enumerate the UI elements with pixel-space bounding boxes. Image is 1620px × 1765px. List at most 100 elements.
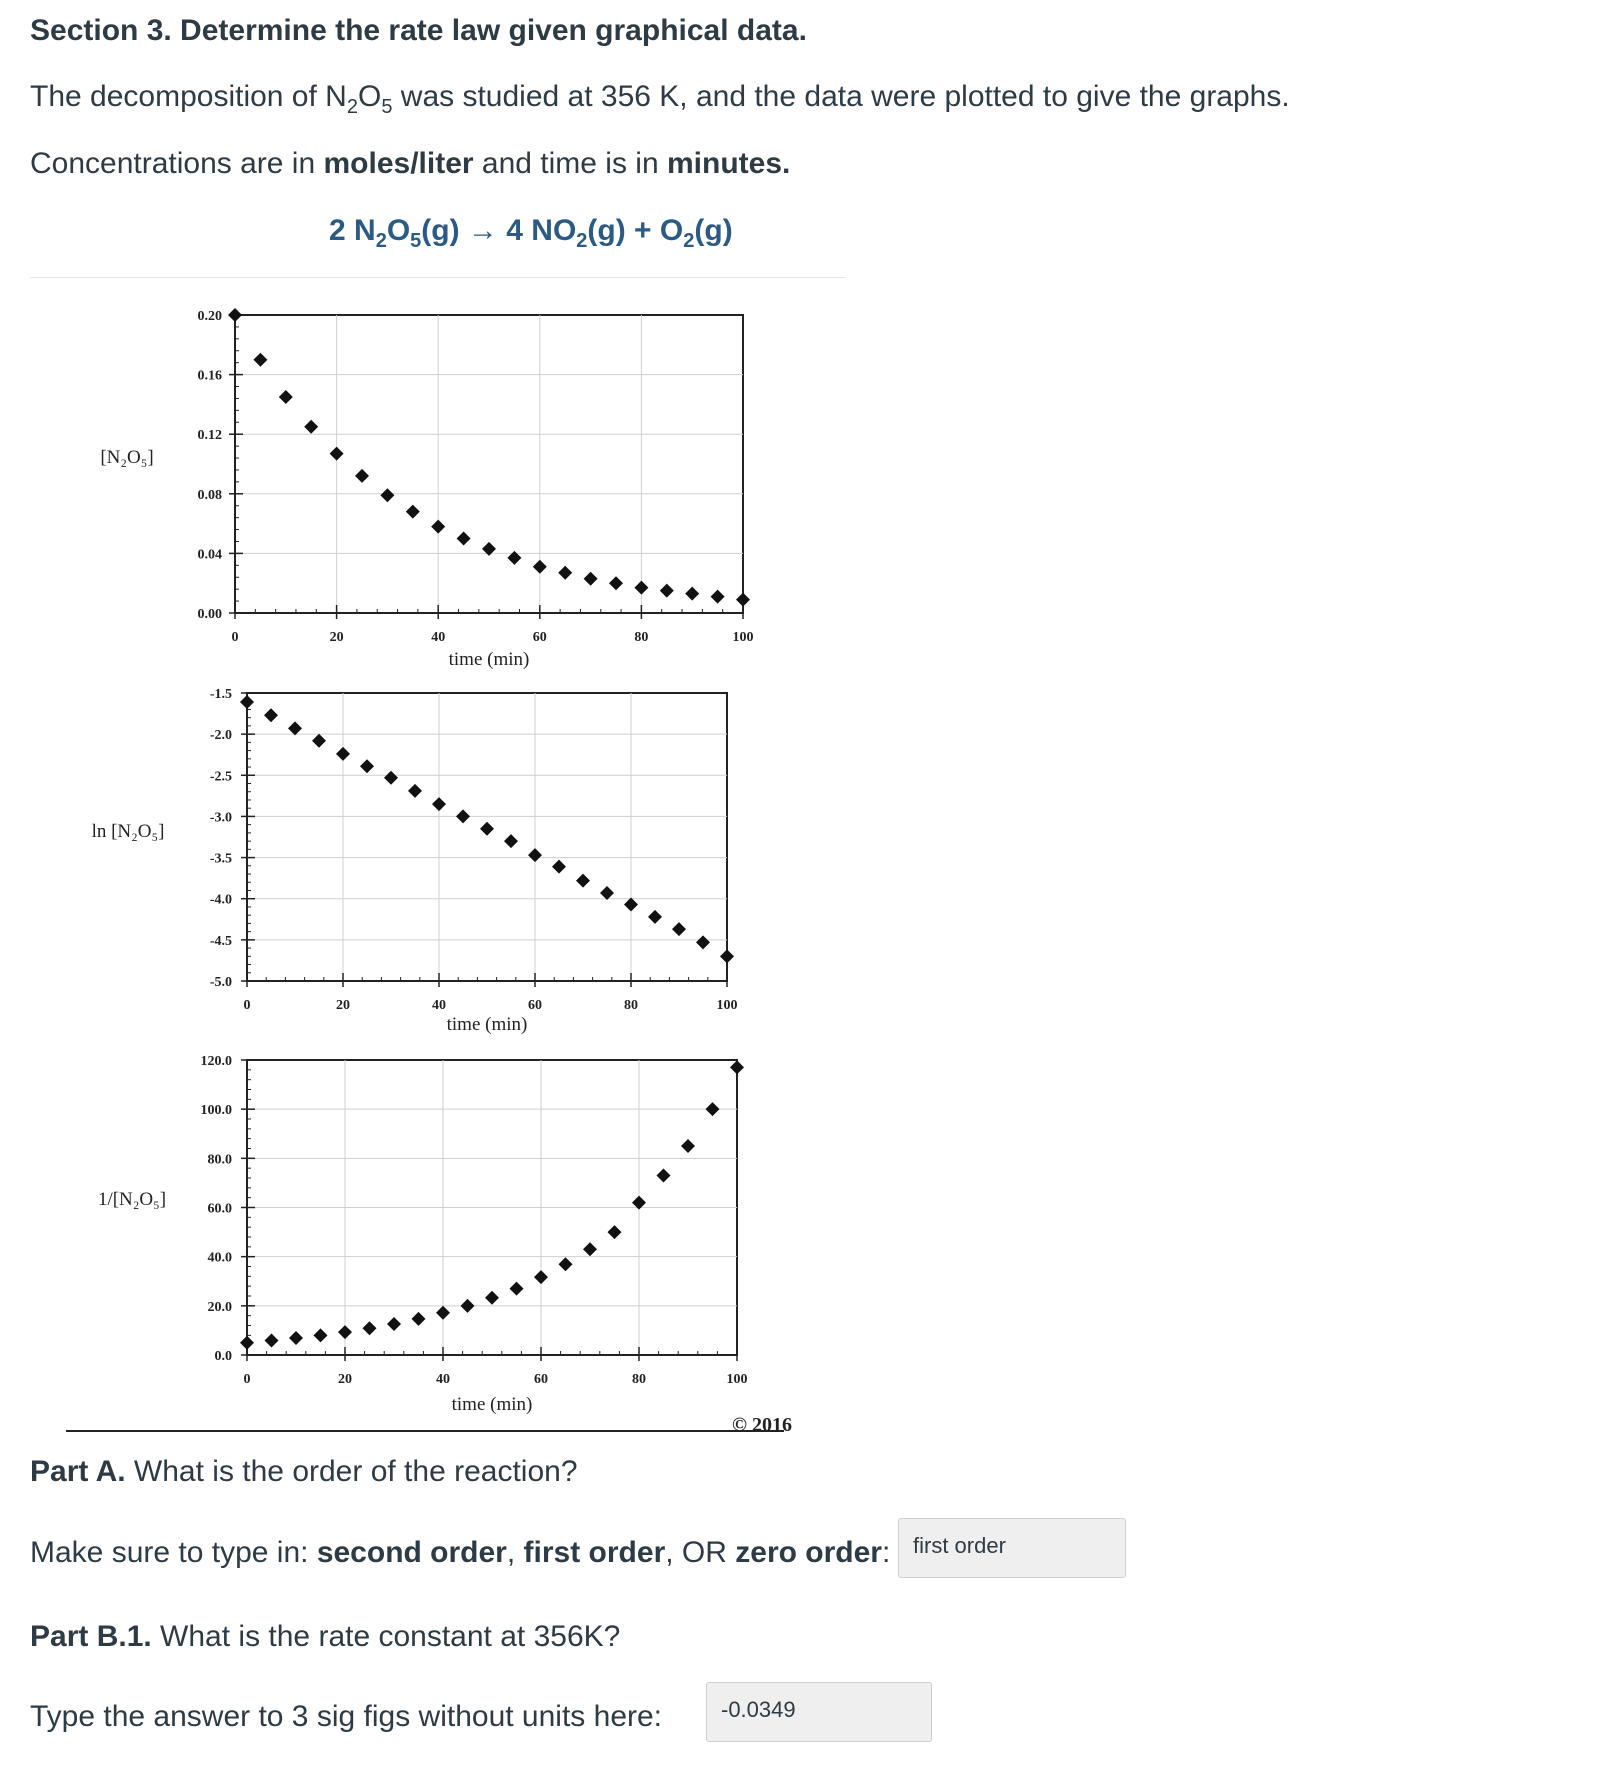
data-point [696, 935, 710, 950]
graphs-figure: 0 20 40 60 80 100 0.20 0.16 0.12 0.08 0.04 0.00 [N₂O… [80, 295, 800, 1435]
data-point [288, 721, 302, 736]
x-tick-label: 100 [717, 998, 738, 1013]
y-tick-label: 80.0 [208, 1152, 233, 1167]
y-tick-label: 0.0 [215, 1349, 233, 1364]
data-point [583, 1242, 597, 1257]
copyright-label: © 2016 [732, 1414, 792, 1435]
data-point [329, 446, 344, 461]
data-point [456, 531, 471, 546]
data-point [411, 1311, 426, 1326]
y-tick-label: 0.08 [198, 488, 223, 503]
data-point [681, 1139, 695, 1154]
y-tick-label: 0.20 [198, 309, 223, 324]
y-tick-label: -2.5 [210, 769, 232, 784]
y-tick-label: 0.00 [198, 607, 223, 622]
y-tick-label: 100.0 [201, 1103, 233, 1118]
y-tick-label: -2.0 [210, 728, 232, 743]
data-point [240, 695, 254, 710]
data-point [710, 589, 725, 604]
x-tick-label: 60 [534, 1372, 548, 1387]
x-tick-label: 20 [330, 630, 344, 645]
chart-plot-area [246, 692, 728, 982]
data-point [313, 1328, 328, 1343]
x-tick-label: 0 [244, 1372, 251, 1387]
x-tick-label: 20 [336, 998, 350, 1013]
data-point [240, 1335, 254, 1350]
data-point [336, 746, 350, 761]
data-point [659, 583, 674, 598]
data-point [685, 586, 700, 601]
data-point [384, 770, 398, 785]
data-point [289, 1331, 303, 1346]
data-point [387, 1317, 401, 1332]
part-b1-answer-field[interactable]: -0.0349 [706, 1682, 932, 1742]
data-point [600, 885, 614, 900]
x-axis-label: time (min) [452, 1394, 533, 1415]
units-paragraph: Concentrations are in moles/liter and ti… [30, 147, 791, 180]
y-tick-label: 120.0 [201, 1054, 233, 1069]
divider [30, 277, 845, 278]
data-point [264, 1333, 279, 1348]
part-b1-prompt: Type the answer to 3 sig figs without un… [30, 1700, 663, 1733]
data-point [338, 1325, 352, 1340]
y-tick-label: 20.0 [208, 1300, 233, 1315]
y-tick-label: -3.5 [210, 852, 232, 867]
x-tick-label: 40 [436, 1372, 450, 1387]
x-tick-label: 0 [232, 630, 239, 645]
y-tick-label: 0.12 [198, 428, 223, 443]
x-tick-label: 80 [634, 630, 648, 645]
y-tick-label: 40.0 [208, 1251, 233, 1266]
graphs-svg: 0 20 40 60 80 1000.200.160.120.080.040.00[N₂O… [92, 308, 792, 1435]
part-b1-question: Part B.1. What is the rate constant at 3… [30, 1620, 621, 1653]
data-point [482, 541, 496, 556]
data-point [583, 571, 598, 586]
x-tick-label: 0 [244, 998, 251, 1013]
part-a-prompt: Make sure to type in: second order, firs… [30, 1536, 891, 1569]
y-tick-label: 0.04 [198, 547, 223, 562]
data-point [380, 488, 395, 503]
data-point [736, 592, 750, 607]
y-tick-label: 0.16 [198, 369, 223, 384]
x-tick-label: 40 [432, 998, 446, 1013]
data-point [507, 550, 522, 565]
x-tick-label: 60 [528, 998, 542, 1013]
x-axis-label: time (min) [447, 1014, 528, 1035]
data-point [253, 352, 268, 367]
data-point [656, 1168, 671, 1183]
figure-bottom-rule [66, 1430, 784, 1432]
y-tick-label: -5.0 [210, 975, 232, 990]
data-point [607, 1225, 622, 1240]
data-point [355, 468, 369, 483]
data-point [485, 1290, 499, 1305]
data-point [504, 834, 518, 849]
y-axis-label: 1/[N₂O₅] [98, 1189, 166, 1210]
data-point [312, 733, 326, 748]
data-point [705, 1102, 720, 1117]
y-axis-label: ln [N₂O₅] [92, 821, 165, 842]
x-tick-label: 100 [733, 630, 754, 645]
data-point [509, 1281, 524, 1296]
data-point [532, 559, 547, 574]
data-point [405, 504, 420, 519]
data-point [632, 1195, 646, 1210]
y-tick-label: -3.0 [210, 810, 232, 825]
x-tick-label: 40 [431, 630, 445, 645]
data-point [609, 576, 623, 591]
data-point [304, 419, 319, 434]
data-point [624, 897, 638, 912]
data-point [558, 1257, 573, 1272]
part-a-answer-field[interactable]: first order [898, 1518, 1126, 1578]
y-tick-label: -4.5 [210, 934, 232, 949]
data-point [278, 389, 293, 404]
reaction-equation: 2 N2O5(g) → 4 NO2(g) + O2(g) [329, 214, 733, 252]
data-point [672, 922, 686, 937]
y-tick-label: -1.5 [210, 687, 232, 702]
data-point [648, 909, 662, 924]
data-point [730, 1060, 744, 1075]
x-axis-label: time (min) [449, 649, 530, 670]
intro-paragraph: The decomposition of N2O5 was studied at… [30, 80, 1290, 118]
data-point [432, 797, 446, 812]
data-point [408, 783, 422, 798]
data-point [528, 848, 542, 863]
section-heading: Section 3. Determine the rate law given … [30, 14, 807, 47]
